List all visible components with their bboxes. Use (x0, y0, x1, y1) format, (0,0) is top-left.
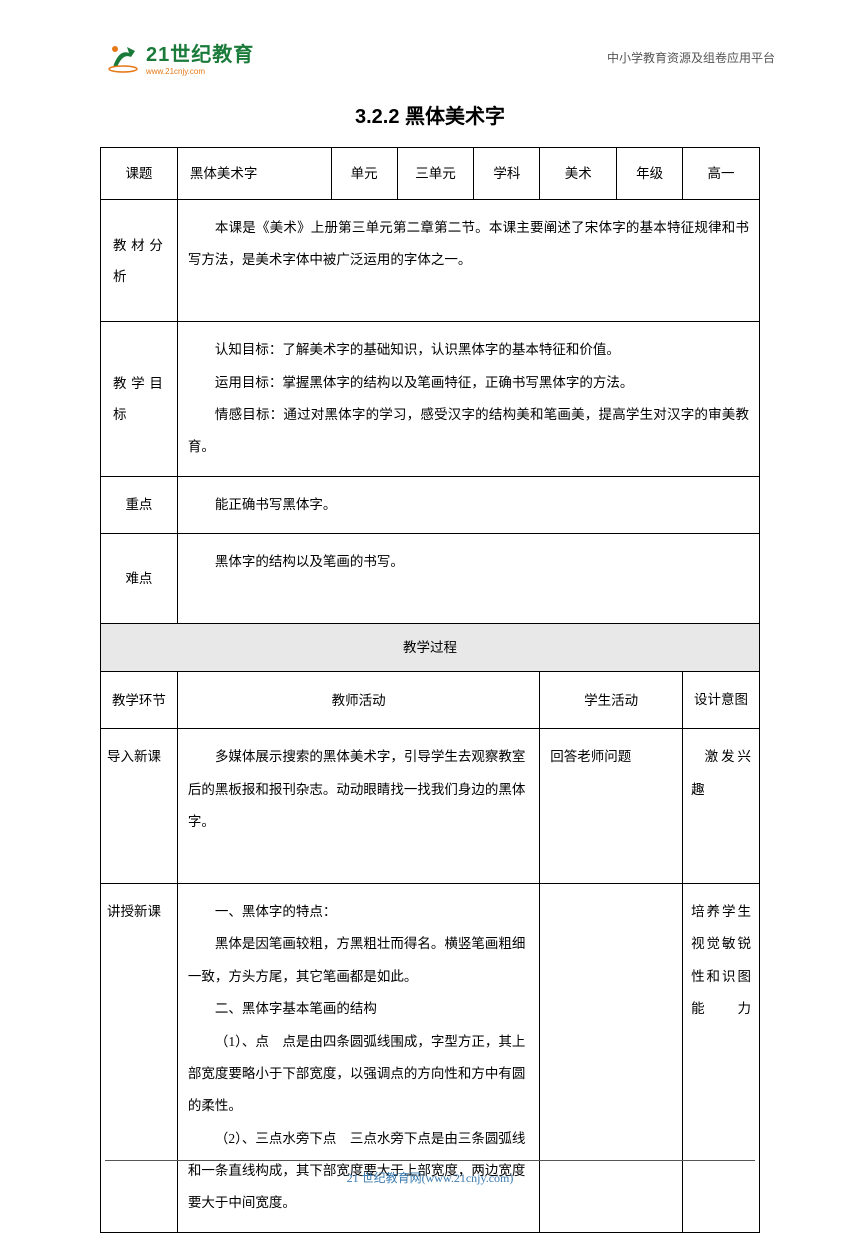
process-title: 教学过程 (101, 623, 760, 671)
goals-text: 认知目标：了解美术字的基础知识，认识黑体字的基本特征和价值。 运用目标：掌握黑体… (177, 322, 759, 477)
phase1-row: 导入新课 多媒体展示搜索的黑体美术字，引导学生去观察教室后的黑板报和报刊杂志。动… (101, 729, 760, 884)
analysis-text: 本课是《美术》上册第三单元第二章第二节。本课主要阐述了宋体字的基本特征规律和书写… (177, 200, 759, 322)
logo-text: 21世纪教育 www.21cnjy.com (146, 38, 254, 76)
logo-text-sub: www.21cnjy.com (146, 67, 254, 76)
grade-label: 年级 (617, 148, 683, 200)
logo-text-main: 21世纪教育 (146, 38, 254, 67)
col-student: 学生活动 (540, 672, 683, 729)
subject-value: 美术 (540, 148, 617, 200)
logo-icon (105, 39, 141, 75)
unit-label: 单元 (331, 148, 397, 200)
page-header: 21世纪教育 www.21cnjy.com 中小学教育资源及组卷应用平台 (105, 38, 775, 76)
diff-row: 难点 黑体字的结构以及笔画的书写。 (101, 534, 760, 624)
topic-label: 课题 (101, 148, 178, 200)
process-header-row: 教学过程 (101, 623, 760, 671)
phase1-name: 导入新课 (101, 729, 178, 884)
content-area: 3.2.2 黑体美术字 课题 黑体美术字 单元 三单元 学科 美术 年级 高一 … (100, 100, 760, 1233)
analysis-label: 教材分析 (101, 200, 178, 322)
unit-value: 三单元 (397, 148, 474, 200)
logo: 21世纪教育 www.21cnjy.com (105, 38, 254, 76)
goals-label: 教学目标 (101, 322, 178, 477)
col-phase: 教学环节 (101, 672, 178, 729)
diff-text: 黑体字的结构以及笔画的书写。 (177, 534, 759, 624)
key-row: 重点 能正确书写黑体字。 (101, 476, 760, 533)
process-columns-row: 教学环节 教师活动 学生活动 设计意图 (101, 672, 760, 729)
subject-label: 学科 (474, 148, 540, 200)
topic-value: 黑体美术字 (177, 148, 331, 200)
footer-text: 21 世纪教育网(www.21cnjy.com) (347, 1171, 514, 1185)
header-right-text: 中小学教育资源及组卷应用平台 (607, 49, 775, 66)
phase1-teacher: 多媒体展示搜索的黑体美术字，引导学生去观察教室后的黑板报和报刊杂志。动动眼睛找一… (177, 729, 539, 884)
diff-label: 难点 (101, 534, 178, 624)
grade-value: 高一 (683, 148, 760, 200)
phase1-student: 回答老师问题 (540, 729, 683, 884)
analysis-row: 教材分析 本课是《美术》上册第三单元第二章第二节。本课主要阐述了宋体字的基本特征… (101, 200, 760, 322)
phase1-design: 激发兴趣 (683, 729, 760, 884)
col-design: 设计意图 (683, 672, 760, 729)
goals-row: 教学目标 认知目标：了解美术字的基础知识，认识黑体字的基本特征和价值。 运用目标… (101, 322, 760, 477)
key-label: 重点 (101, 476, 178, 533)
info-row: 课题 黑体美术字 单元 三单元 学科 美术 年级 高一 (101, 148, 760, 200)
col-teacher: 教师活动 (177, 672, 539, 729)
document-title: 3.2.2 黑体美术字 (100, 100, 760, 129)
lesson-plan-table: 课题 黑体美术字 单元 三单元 学科 美术 年级 高一 教材分析 本课是《美术》… (100, 147, 760, 1233)
key-text: 能正确书写黑体字。 (177, 476, 759, 533)
page-footer: 21 世纪教育网(www.21cnjy.com) (105, 1160, 755, 1186)
